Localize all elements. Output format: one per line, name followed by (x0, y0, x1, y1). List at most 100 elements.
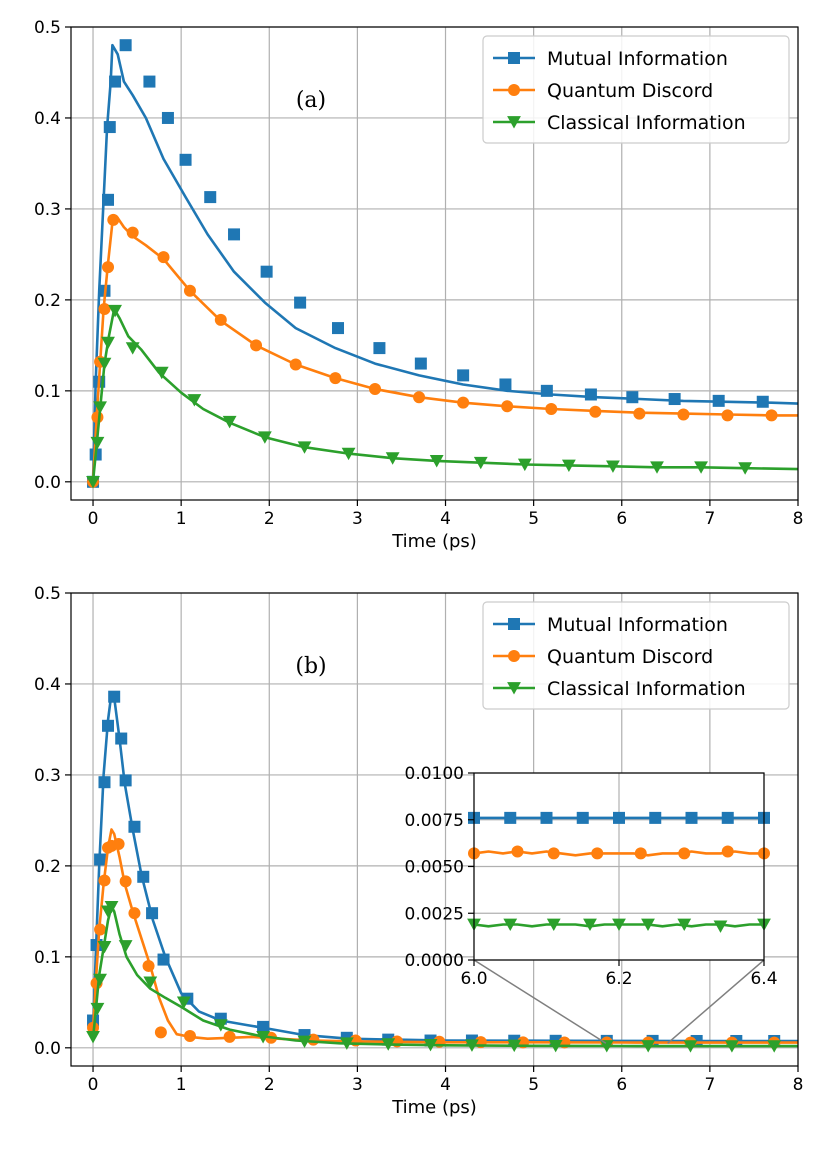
inset-series-quantum-discord (468, 845, 770, 860)
x-tick-label: 6 (616, 1075, 627, 1095)
zoom-connector (473, 959, 607, 1044)
x-tick-label: 8 (793, 1075, 804, 1095)
data-point (465, 1039, 479, 1052)
data-point (297, 1035, 312, 1048)
data-point (223, 1030, 236, 1043)
inset-series-mutual-information (468, 811, 770, 824)
data-point (721, 811, 734, 824)
panel--b-: 0 1 2 3 4 5 6 7 8 0.0 0.1 0.2 0.3 0.4 0.5 Time (ps) (b) M… (34, 584, 803, 1118)
x-axis-title: Time (ps) (391, 1097, 477, 1118)
data-point (561, 459, 576, 472)
x-tick-label: 2 (264, 1075, 275, 1095)
data-point (98, 776, 111, 789)
data-point (511, 845, 524, 858)
y-tick-label: 0.3 (34, 766, 61, 786)
data-point (119, 875, 132, 888)
data-point (641, 1040, 656, 1053)
y-tick-label: 0.2 (34, 291, 61, 311)
series-classical-information (86, 900, 798, 1053)
data-point (685, 811, 698, 824)
data-point (683, 1040, 698, 1053)
series-classical-information (86, 304, 799, 489)
legend-marker (507, 682, 521, 695)
data-point (457, 369, 470, 382)
y-tick-label: 0.5 (34, 18, 61, 38)
data-point (641, 918, 655, 932)
data-point (118, 940, 133, 953)
inset: 6.0 6.2 6.4 0.0000 0.0025 0.0050 0.0075 0.0100 (405, 764, 778, 1044)
data-point (767, 1040, 782, 1053)
data-point (765, 409, 778, 422)
data-point (725, 1040, 739, 1053)
data-point (108, 690, 121, 703)
data-point (86, 1031, 100, 1044)
data-point (612, 918, 626, 932)
data-point (102, 719, 115, 732)
panel-label: (b) (295, 654, 326, 679)
data-point (501, 400, 514, 413)
data-point (101, 336, 115, 350)
legend-marker (508, 52, 520, 64)
data-point (126, 226, 139, 239)
data-point (228, 228, 241, 241)
data-point (214, 1012, 227, 1025)
legend-marker (508, 84, 520, 96)
legend-marker (508, 618, 520, 630)
y-tick-label: 0.4 (34, 109, 61, 129)
data-point (93, 401, 107, 414)
inset-y-tick-label: 0.0100 (405, 764, 464, 784)
data-point (108, 304, 122, 318)
x-tick-label: 4 (440, 509, 451, 529)
data-point (157, 953, 170, 966)
x-tick-label: 8 (793, 509, 804, 529)
data-point (137, 870, 150, 883)
legend-marker (508, 650, 520, 662)
legend: Mutual Information Quantum Discord Classic… (482, 601, 790, 710)
data-point (98, 302, 111, 315)
legend-label-mutual-information: Mutual Information (547, 48, 728, 70)
legend-box (482, 35, 790, 144)
data-point (678, 847, 691, 860)
data-point (504, 811, 517, 824)
inset-y-tick-label: 0.0075 (405, 811, 464, 831)
data-point (94, 923, 107, 936)
data-point (115, 732, 128, 745)
data-point (423, 1038, 438, 1052)
data-point (125, 342, 140, 355)
legend-label-classical-information: Classical Information (547, 678, 746, 700)
data-point (257, 1020, 270, 1033)
data-point (146, 907, 159, 920)
x-tick-label: 1 (176, 509, 187, 529)
y-tick-label: 0.4 (34, 675, 61, 695)
data-point (517, 458, 532, 472)
data-point (104, 900, 119, 914)
data-point (633, 407, 646, 420)
legend: Mutual Information Quantum Discord Classic… (482, 35, 790, 144)
x-axis-title: Time (ps) (391, 531, 477, 552)
data-point (626, 391, 639, 404)
data-point (473, 456, 488, 470)
data-point (429, 455, 444, 468)
data-point (107, 213, 120, 226)
data-point (214, 313, 227, 326)
legend-label-mutual-information: Mutual Information (547, 614, 728, 636)
data-point (102, 261, 115, 274)
inset-x-tick-label: 6.2 (605, 969, 632, 989)
x-tick-label: 0 (88, 509, 99, 529)
data-point (222, 415, 237, 429)
legend-box (482, 601, 790, 710)
inset-y-tick-label: 0.0025 (405, 904, 464, 924)
y-tick-label: 0.1 (34, 382, 61, 402)
data-point (677, 918, 692, 932)
data-point (503, 918, 518, 932)
legend-label-quantum-discord: Quantum Discord (547, 80, 713, 102)
data-point (649, 811, 662, 824)
inset-y-tick-label: 0.0050 (405, 858, 464, 878)
data-point (112, 838, 125, 851)
data-point (721, 409, 734, 422)
data-point (329, 372, 342, 385)
data-point (213, 1019, 228, 1032)
data-point (499, 378, 512, 391)
inset-x-tick-label: 6.4 (750, 969, 777, 989)
